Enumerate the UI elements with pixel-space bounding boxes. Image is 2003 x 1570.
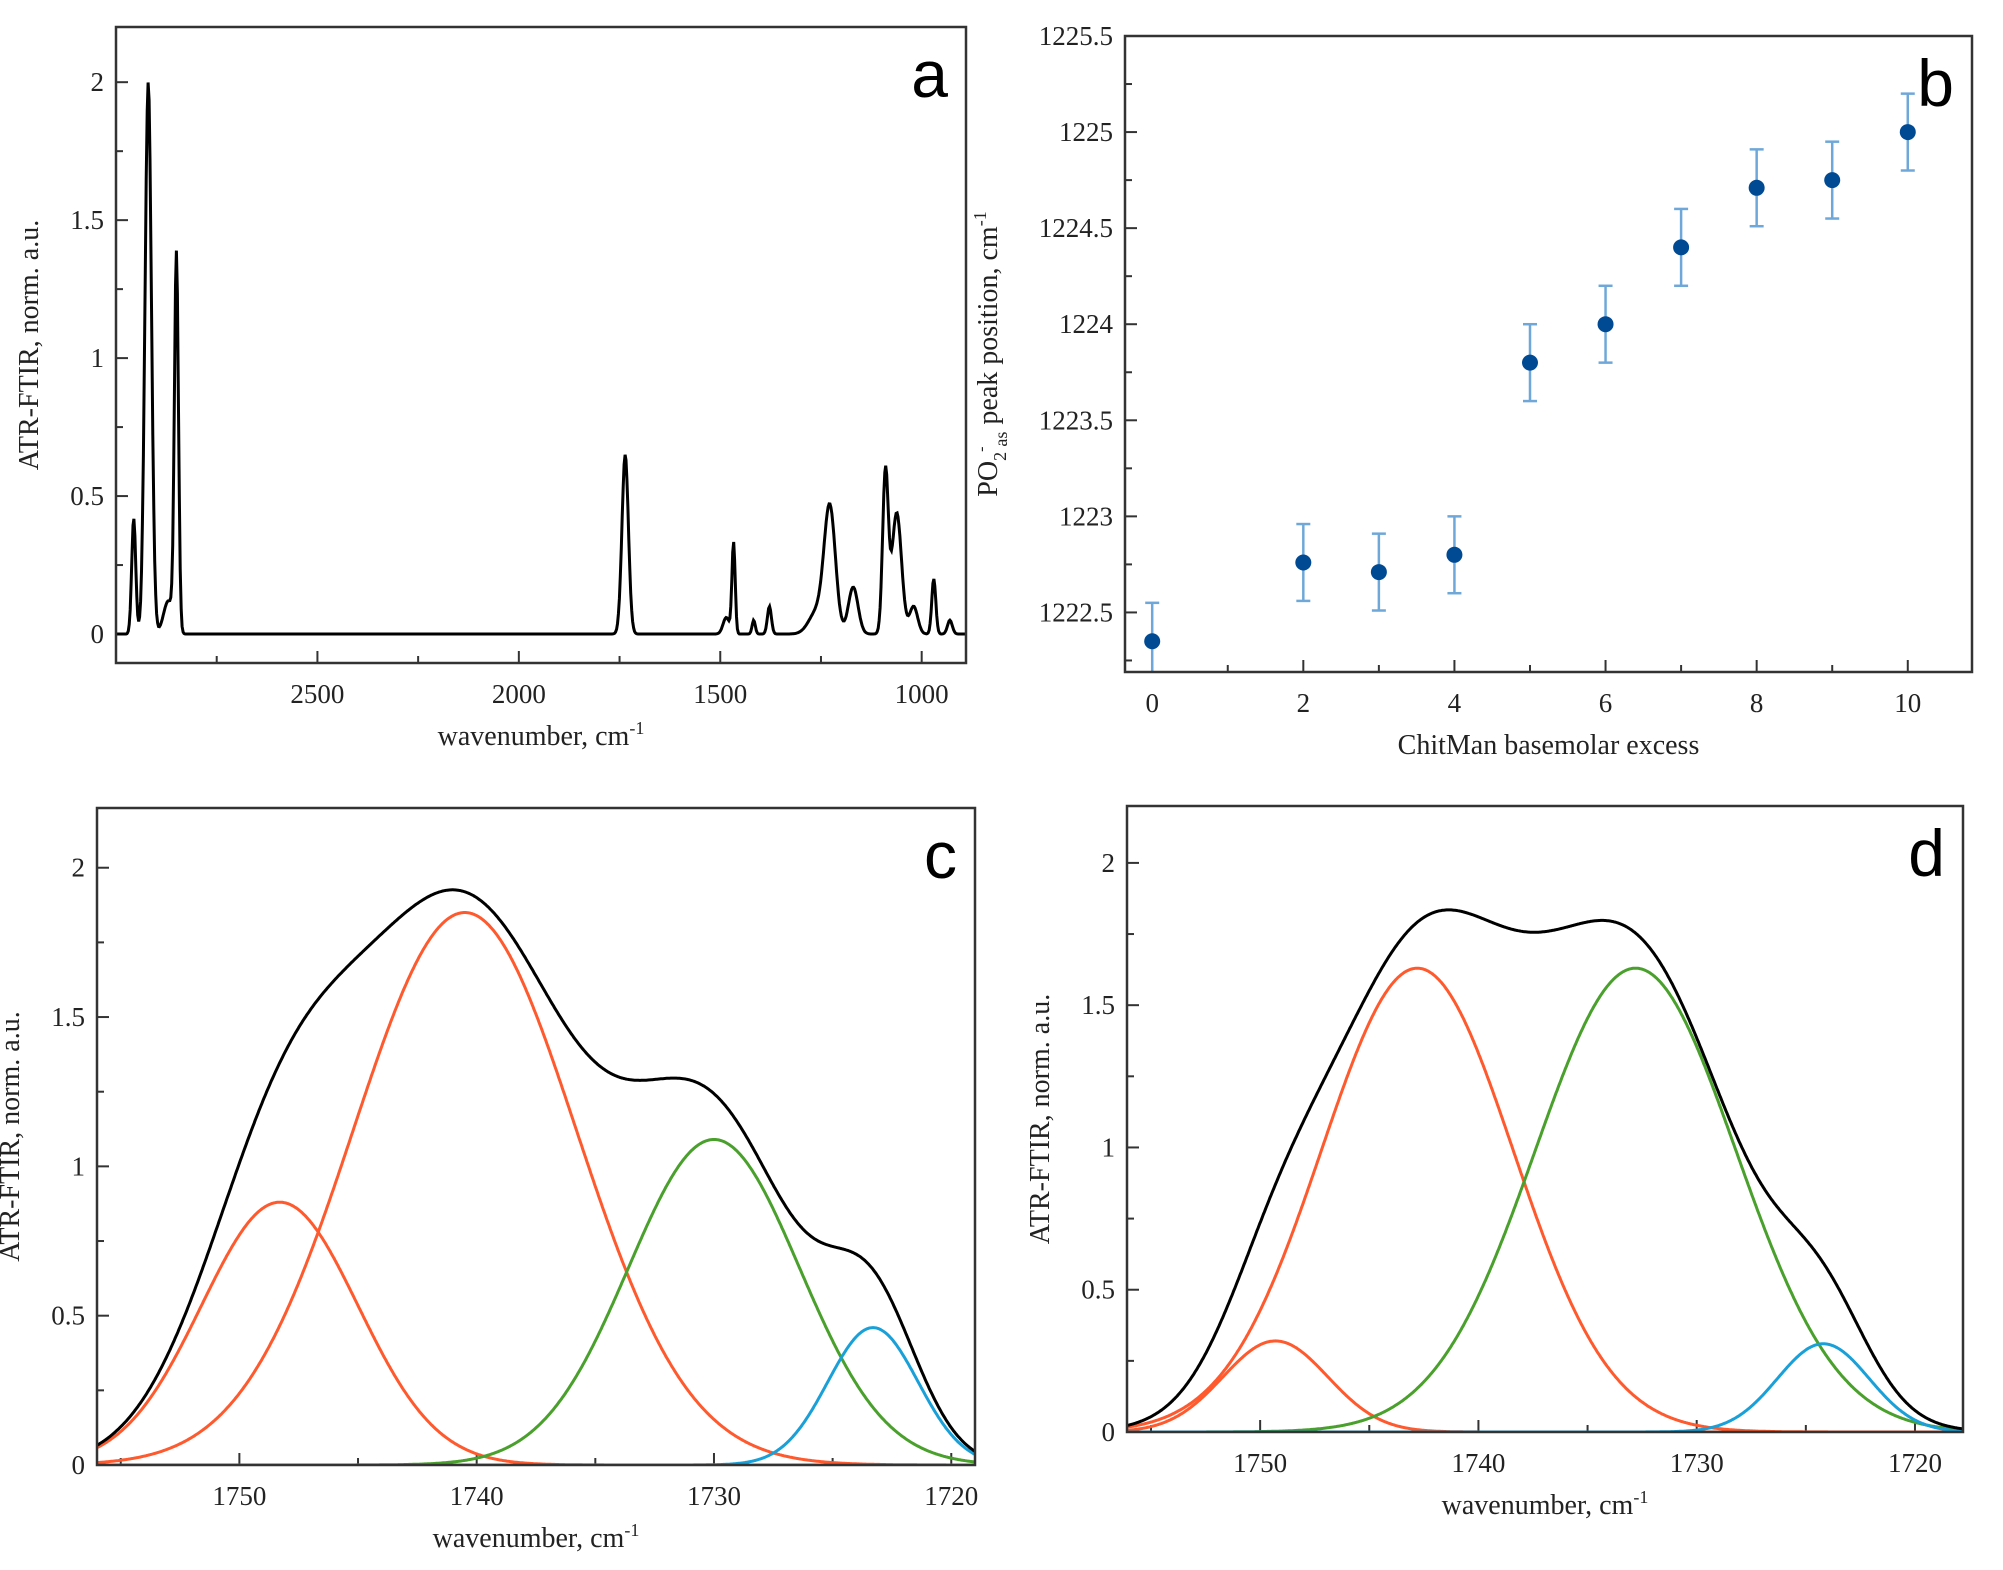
x-axis-label-text: wavenumber, cm [438,721,630,752]
x-tick-label: 1000 [895,679,949,709]
x-tick-label: 1500 [693,679,747,709]
component-curve [97,1138,975,1465]
plot-area [116,82,966,636]
y-tick-label: 2 [91,67,105,97]
x-axis-label-sup: -1 [629,718,644,738]
envelope-curve [97,888,975,1453]
x-tick-label: 1730 [687,1481,741,1511]
x-tick-label: 8 [1750,688,1764,718]
y-axis-label: ATR-FTIR, norm. a.u. [14,220,45,470]
x-axis-label: wavenumber, cm-1 [433,1520,640,1554]
data-point [1748,179,1765,196]
y-label-sub: 2 [990,452,1010,461]
component-curve [1127,966,1963,1432]
data-point [1295,554,1312,571]
y-tick-label: 1224.5 [1039,213,1113,243]
y-tick-label: 1 [72,1151,86,1181]
y-tick-label: 0 [91,619,105,649]
y-tick-label: 1223 [1059,501,1113,531]
y-tick-label: 0 [72,1450,86,1480]
data-point [1144,633,1161,650]
plot-area [1144,92,1916,672]
panel-c: 1750 1740 1730 1720 0 0.5 1 1.5 2 c wavenumber, cm… [0,806,978,1554]
y-tick-label: 0.5 [51,1301,85,1331]
panel-a: 2500 2000 1500 1000 0 0.5 1 1.5 2 a wavenumber, cm… [14,25,968,752]
data-point [1446,546,1463,563]
y-tick-label: 1.5 [51,1002,85,1032]
x-tick-label: 1750 [212,1481,266,1511]
y-tick-label: 1223.5 [1039,405,1113,435]
panel-letter: c [924,818,957,892]
component-curve [97,1326,975,1465]
x-axis-label: wavenumber, cm-1 [438,718,645,752]
component-curve [97,1200,975,1465]
y-axis-label: ATR-FTIR, norm. a.u. [0,1011,26,1261]
axes-frame [114,25,968,665]
axes-frame [95,806,977,1467]
x-tick-label: 1730 [1670,1448,1724,1478]
component-curve [1127,1342,1963,1432]
x-tick-label: 6 [1599,688,1613,718]
y-tick-label: 1 [1102,1132,1116,1162]
data-point [1521,354,1538,371]
x-tick-label: 2000 [492,679,546,709]
y-tick-label: 0.5 [1081,1275,1115,1305]
data-point [1824,172,1841,189]
y-tick-label: 2 [1102,848,1116,878]
envelope-curve [1127,908,1963,1431]
x-tick-label: 10 [1894,688,1921,718]
component-curve [97,911,975,1465]
y-tick-label: 1.5 [70,205,104,235]
y-tick-label: 0.5 [70,481,104,511]
y-label-sub: as [991,432,1011,447]
x-axis-label-text: ChitMan basemolar excess [1398,730,1700,761]
x-axis-label-text: wavenumber, cm [433,1523,625,1554]
y-tick-label: 0 [1102,1417,1116,1447]
x-tick-label: 0 [1145,688,1159,718]
x-tick-label: 1720 [1888,1448,1942,1478]
x-tick-label: 1740 [1451,1448,1505,1478]
y-axis-label: ATR-FTIR, norm. a.u. [1025,994,1056,1244]
panel-d: 1750 1740 1730 1720 0 0.5 1 1.5 2 d wavenumber, cm… [1025,804,1965,1521]
y-tick-label: 1225 [1059,117,1113,147]
component-curve [1127,1339,1963,1432]
y-tick-label: 2 [72,853,86,883]
spectrum-curve [116,82,966,636]
x-tick-label: 2500 [290,679,344,709]
data-point [1597,316,1614,333]
y-tick-label: 1225.5 [1039,21,1113,51]
x-axis-label: wavenumber, cm-1 [1442,1487,1649,1521]
y-tick-label: 1224 [1059,309,1114,339]
x-tick-label: 1720 [924,1481,978,1511]
y-tick-label: 1 [91,343,105,373]
y-label-text: peak position, cm [973,226,1004,432]
panel-letter: a [911,37,948,111]
x-tick-label: 1750 [1233,1448,1287,1478]
y-label-sup: - [973,447,990,452]
plot-area [97,888,975,1465]
component-curve [1127,966,1963,1432]
y-axis-label: PO2-as peak position, cm-1 [970,211,1011,496]
panel-b: 0 2 4 6 8 10 1222.5 1223 1223.5 1224 1224.5 1225 122… [970,21,1974,761]
panel-letter: d [1908,816,1945,890]
panel-letter: b [1917,46,1954,120]
x-tick-label: 2 [1297,688,1311,718]
axes-frame [1125,804,1965,1434]
plot-area [1127,908,1963,1432]
y-label-sup: -1 [970,211,990,226]
axes-frame [1123,34,1974,674]
data-point [1673,239,1690,256]
x-axis-label-text: wavenumber, cm [1442,1490,1634,1521]
y-label-text: PO [973,461,1004,497]
y-tick-label: 1222.5 [1039,597,1113,627]
data-point [1370,564,1387,581]
y-tick-label: 1.5 [1081,990,1115,1020]
x-tick-label: 1740 [450,1481,504,1511]
x-tick-label: 4 [1448,688,1462,718]
x-axis-label-sup: -1 [624,1520,639,1540]
x-axis-label: ChitMan basemolar excess [1398,730,1700,761]
x-axis-label-sup: -1 [1633,1487,1648,1507]
data-point [1899,124,1916,141]
